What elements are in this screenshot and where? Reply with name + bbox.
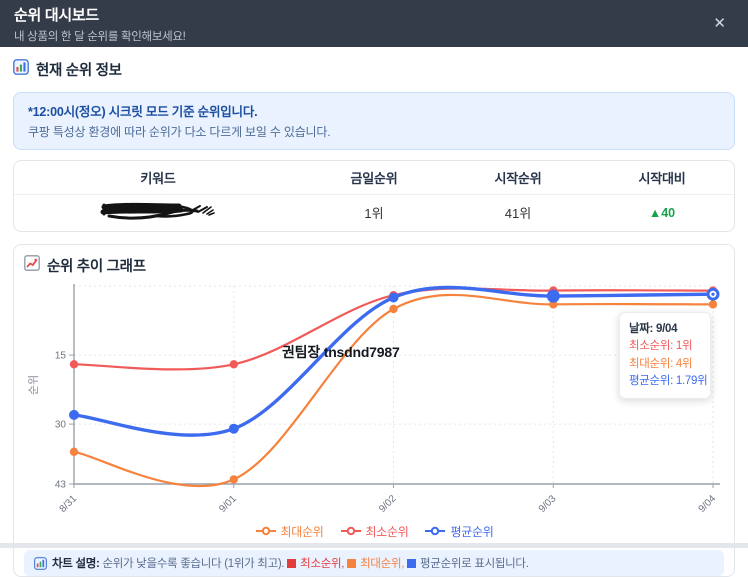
rank-table: 키워드 금일순위 시작순위 시작대비 bbox=[13, 160, 735, 232]
col-start-delta: 시작대비 bbox=[590, 161, 734, 195]
page-title: 순위 대시보드 bbox=[14, 6, 99, 24]
table-header-row: 키워드 금일순위 시작순위 시작대비 bbox=[14, 161, 734, 195]
chart-footnote: 차트 설명: 순위가 낮을수록 좋습니다 (1위가 최고). 최소순위, 최대순… bbox=[24, 550, 724, 576]
chart-footnote-text: 차트 설명: 순위가 낮을수록 좋습니다 (1위가 최고). 최소순위, 최대순… bbox=[52, 558, 529, 570]
keyword-redacted-scribble bbox=[100, 202, 215, 220]
legend-item-평균순위[interactable]: 평균순위 bbox=[424, 523, 494, 540]
close-icon[interactable]: ✕ bbox=[707, 12, 732, 35]
footnote-color-square bbox=[287, 559, 297, 568]
notice-detail: 쿠팡 특성상 환경에 따라 순위가 다소 다르게 보일 수 있습니다. bbox=[28, 125, 331, 139]
rank-trend-line-chart[interactable]: 15 30 43 8/31 9/01 9/02 9/03 9/04 순위 bbox=[24, 282, 726, 515]
section-title-rank-trend: 순위 추이 그래프 bbox=[47, 259, 146, 275]
svg-text:8/31: 8/31 bbox=[58, 493, 80, 514]
watermark-text: 권팀장 tnsdnd7987 bbox=[282, 344, 400, 360]
svg-text:15: 15 bbox=[55, 351, 67, 362]
svg-text:9/03: 9/03 bbox=[537, 493, 559, 514]
footnote-color-square bbox=[347, 559, 357, 568]
svg-text:순위: 순위 bbox=[27, 375, 40, 395]
start-rank-value: 41위 bbox=[504, 205, 532, 221]
notice-box: *12:00시(정오) 시크릿 모드 기준 순위입니다. 쿠팡 특성상 환경에 … bbox=[13, 92, 735, 150]
svg-text:43: 43 bbox=[55, 480, 67, 491]
chart-area[interactable]: 15 30 43 8/31 9/01 9/02 9/03 9/04 순위 권팀장 tnsdnd7… bbox=[24, 282, 726, 515]
line-chart-icon bbox=[24, 255, 40, 276]
page-subtitle: 내 상품의 한 달 순위를 확인해보세요! bbox=[14, 30, 186, 43]
rank-trend-card: 순위 추이 그래프 15 30 43 8/31 9/01 9/02 9/03 9/04 순위 권… bbox=[13, 244, 735, 577]
legend-marker-icon bbox=[425, 526, 446, 536]
svg-text:9/02: 9/02 bbox=[377, 493, 399, 514]
table-row: 1위 41위 ▲40 bbox=[14, 195, 734, 232]
svg-text:9/04: 9/04 bbox=[697, 493, 719, 514]
bar-chart-icon bbox=[13, 59, 29, 80]
col-keyword: 키워드 bbox=[14, 161, 302, 195]
svg-text:30: 30 bbox=[55, 420, 67, 431]
start-delta-badge: ▲40 bbox=[648, 205, 676, 220]
today-rank-value: 1위 bbox=[364, 205, 384, 221]
footnote-color-square bbox=[407, 559, 417, 568]
bar-chart-icon-small bbox=[34, 556, 47, 570]
section-title-current-rank: 현재 순위 정보 bbox=[36, 63, 122, 79]
legend-item-최소순위[interactable]: 최소순위 bbox=[340, 523, 409, 540]
legend-marker-icon bbox=[255, 526, 276, 536]
keyword-cell bbox=[14, 195, 302, 232]
legend-item-최대순위[interactable]: 최대순위 bbox=[255, 523, 324, 540]
chart-tooltip: 날짜: 9/04 최소순위: 1위 최대순위: 4위 평균순위: 1.79위 bbox=[619, 312, 711, 399]
notice-headline: *12:00시(정오) 시크릿 모드 기준 순위입니다. bbox=[28, 105, 258, 119]
svg-text:9/01: 9/01 bbox=[217, 493, 239, 514]
legend-marker-icon bbox=[340, 526, 361, 536]
chart-legend: 최대순위 최소순위 평균순위 bbox=[24, 522, 724, 540]
page-background-strip bbox=[0, 543, 748, 548]
dialog-header: 순위 대시보드 내 상품의 한 달 순위를 확인해보세요! ✕ bbox=[0, 0, 748, 47]
col-start-rank: 시작순위 bbox=[446, 161, 590, 195]
col-today-rank: 금일순위 bbox=[302, 161, 446, 195]
